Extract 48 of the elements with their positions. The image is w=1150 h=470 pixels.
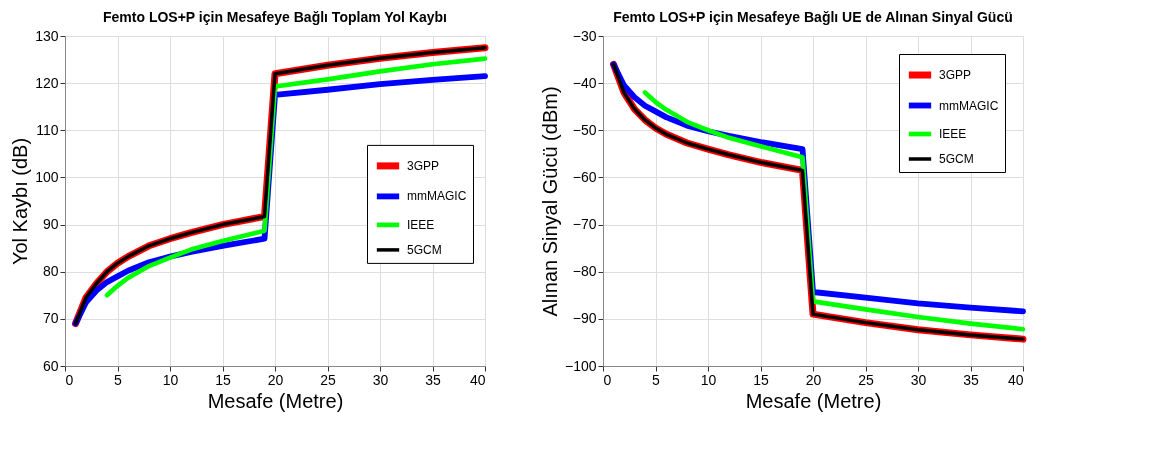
x-tick-label: 20 (805, 371, 822, 388)
y-tick-label: −70 (572, 216, 597, 233)
legend-label: IEEE (407, 217, 435, 232)
y-tick-label: −40 (572, 74, 597, 91)
chart-title: Femto LOS+P için Mesafeye Bağlı UE de Alınan Sinyal Gücü (613, 9, 1013, 25)
x-axis-title: Mesafe (Metre) (207, 389, 344, 412)
legend-label: 5GCM (407, 242, 442, 257)
y-axis-title: Yol Kaybı (dB) (9, 137, 32, 266)
y-tick-label: 80 (42, 263, 59, 280)
x-tick-label: 10 (162, 371, 179, 388)
x-tick-label: 35 (425, 371, 441, 388)
x-tick-label: 0 (603, 371, 612, 388)
x-tick-label: 25 (858, 371, 874, 388)
x-tick-label: 15 (215, 371, 231, 388)
legend-label: 3GPP (407, 158, 440, 173)
legend-label: 5GCM (939, 152, 974, 166)
y-tick-label: −30 (572, 27, 597, 44)
y-tick-label: 110 (36, 121, 59, 138)
legend-label: 3GPP (939, 68, 972, 82)
y-tick-label: −80 (572, 263, 597, 280)
y-tick-label: −100 (564, 357, 597, 374)
x-tick-label: 5 (652, 371, 661, 388)
x-tick-label: 40 (469, 371, 486, 388)
legend-label: IEEE (939, 127, 967, 141)
y-tick-label: 120 (35, 74, 59, 91)
y-tick-label: −60 (572, 168, 597, 185)
x-tick-label: 0 (65, 371, 74, 388)
y-tick-label: 70 (42, 310, 59, 327)
x-axis-title: Mesafe (Metre) (745, 389, 882, 412)
legend-label: mmMAGIC (939, 98, 999, 113)
chart-title: Femto LOS+P için Mesafeye Bağlı Toplam Yol Kaybı (102, 9, 448, 25)
y-axis-title: Alınan Sinyal Gücü (dBm) (538, 86, 561, 317)
y-tick-label: 130 (35, 27, 59, 44)
y-tick-label: −50 (572, 121, 597, 138)
x-tick-label: 30 (910, 371, 927, 388)
x-tick-label: 15 (753, 371, 769, 388)
x-tick-label: 40 (1007, 371, 1024, 388)
y-tick-label: 90 (42, 216, 59, 233)
legend-label: mmMAGIC (407, 189, 467, 204)
y-tick-label: −90 (572, 310, 597, 327)
x-tick-label: 30 (372, 371, 389, 388)
y-tick-label: 100 (35, 168, 59, 185)
x-tick-label: 25 (320, 371, 336, 388)
x-tick-label: 10 (700, 371, 717, 388)
x-tick-label: 20 (267, 371, 284, 388)
x-tick-label: 35 (963, 371, 979, 388)
x-tick-label: 5 (114, 371, 123, 388)
y-tick-label: 60 (42, 357, 59, 374)
